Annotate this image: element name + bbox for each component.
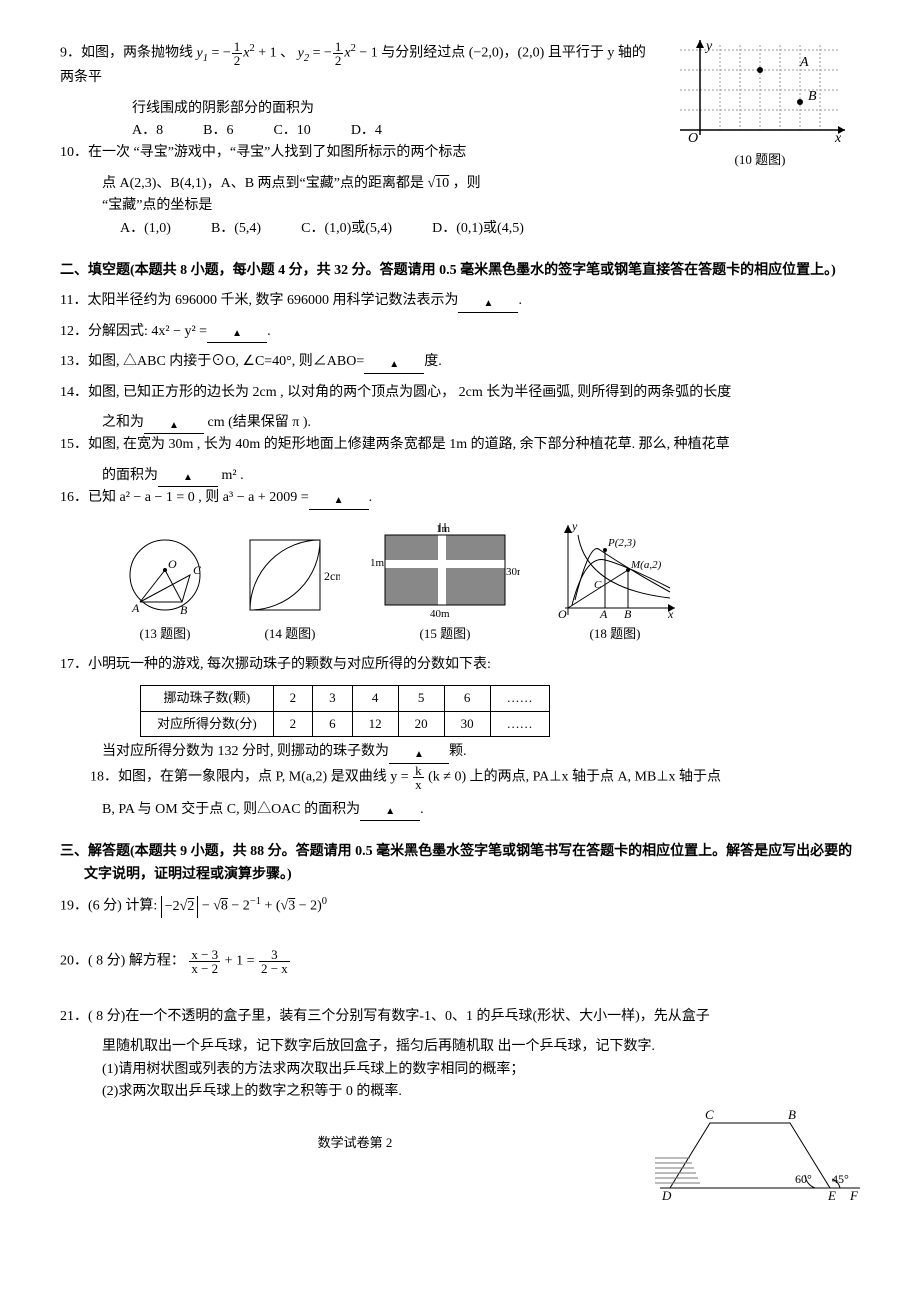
svg-text:F: F (849, 1188, 859, 1203)
figure-row: O A B C (13 题图) 2cm (14 题图) 1m 1m 30m (120, 520, 860, 645)
q10-figure: A B O x y (10 题图) (660, 40, 860, 171)
svg-text:y: y (571, 520, 578, 533)
svg-text:1m: 1m (436, 523, 451, 535)
svg-text:P(2,3): P(2,3) (607, 537, 636, 549)
svg-text:C: C (193, 563, 202, 577)
svg-text:45°: 45° (832, 1172, 849, 1186)
svg-text:E: E (827, 1188, 836, 1203)
q11: 11．太阳半径约为 696000 千米, 数字 696000 用科学记数法表示为… (60, 290, 860, 312)
q18: 18．如图，在第一象限内，点 P, M(a,2) 是双曲线 y = kx (k … (60, 764, 860, 791)
q10-l3: “宝藏”点的坐标是 (60, 195, 860, 217)
svg-text:A: A (131, 601, 140, 615)
svg-text:O: O (558, 607, 567, 620)
q20: 20．( 8 分) 解方程： x − 3x − 2 + 1 = 32 − x (60, 948, 860, 975)
q17-tail: 当对应所得分数为 132 分时, 则挪动的珠子数为颗. (60, 741, 860, 763)
fig-13: O A B C (13 题图) (120, 530, 210, 645)
svg-text:y: y (704, 40, 713, 54)
fig-18: P(2,3) M(a,2) C O A B x y (18 题图) (550, 520, 680, 645)
svg-text:C: C (705, 1107, 714, 1122)
svg-text:1m: 1m (370, 557, 385, 569)
q21: 21．( 8 分)在一个不透明的盒子里，装有三个分别写有数字-1、0、1 的乒乓… (60, 1006, 860, 1028)
grid-svg: A B O x y (670, 40, 850, 150)
svg-text:30m: 30m (506, 566, 520, 578)
svg-text:x: x (834, 131, 842, 146)
svg-text:C: C (594, 579, 602, 591)
section-3-head: 三、解答题(本题共 9 小题，共 88 分。答题请用 0.5 毫米黑色墨水签字笔… (60, 841, 860, 886)
q12: 12．分解因式: 4x² − y² =. (60, 321, 860, 343)
q16: 16．已知 a² − a − 1 = 0 , 则 a³ − a + 2009 =… (60, 487, 860, 509)
svg-text:B: B (808, 89, 817, 104)
svg-text:2cm: 2cm (324, 569, 340, 583)
fig-14: 2cm (14 题图) (240, 530, 340, 645)
section-2-head: 二、填空题(本题共 8 小题，每小题 4 分，共 32 分。答题请用 0.5 毫… (60, 260, 860, 282)
svg-text:A: A (799, 55, 809, 70)
q19: 19．(6 分) 计算: −2√2 − √8 − 2−1 + (√3 − 2)0 (60, 894, 860, 918)
svg-text:D: D (661, 1188, 672, 1203)
q13: 13．如图, △ABC 内接于⊙O, ∠C=40°, 则∠ABO=度. (60, 351, 860, 373)
q14: 14．如图, 已知正方形的边长为 2cm , 以对角的两个顶点为圆心， 2cm … (60, 382, 860, 404)
fig10-caption: (10 题图) (660, 150, 860, 171)
svg-text:60°: 60° (795, 1172, 812, 1186)
svg-text:B: B (788, 1107, 796, 1122)
svg-text:M(a,2): M(a,2) (630, 559, 662, 571)
svg-text:B: B (180, 603, 188, 617)
trapezoid-figure: C B D E F 60° 45° (650, 1103, 870, 1211)
q17-table: 挪动珠子数(颗) 234 56…… 对应所得分数(分) 2612 2030…… (140, 685, 550, 738)
q15: 15．如图, 在宽为 30m , 长为 40m 的矩形地面上修建两条宽都是 1m… (60, 434, 860, 456)
svg-text:O: O (688, 131, 698, 146)
q17: 17．小明玩一种的游戏, 每次挪动珠子的颗数与对应所得的分数如下表: (60, 654, 860, 676)
svg-text:x: x (667, 607, 674, 620)
q10-l2: 点 A(2,3)、B(4,1)，A、B 两点到“宝藏”点的距离都是 √10 ，则 (60, 173, 860, 195)
svg-text:40m: 40m (430, 608, 450, 620)
q18-l2: B, PA 与 OM 交于点 C, 则△OAC 的面积为. (60, 799, 860, 821)
svg-text:A: A (599, 607, 608, 620)
svg-text:B: B (624, 607, 632, 620)
svg-text:O: O (168, 557, 177, 571)
fig-15: 1m 1m 30m 40m (15 题图) (370, 520, 520, 645)
q10-options: A．(1,0)B．(5,4)C．(1,0)或(5,4)D．(0,1)或(4,5) (60, 218, 860, 240)
